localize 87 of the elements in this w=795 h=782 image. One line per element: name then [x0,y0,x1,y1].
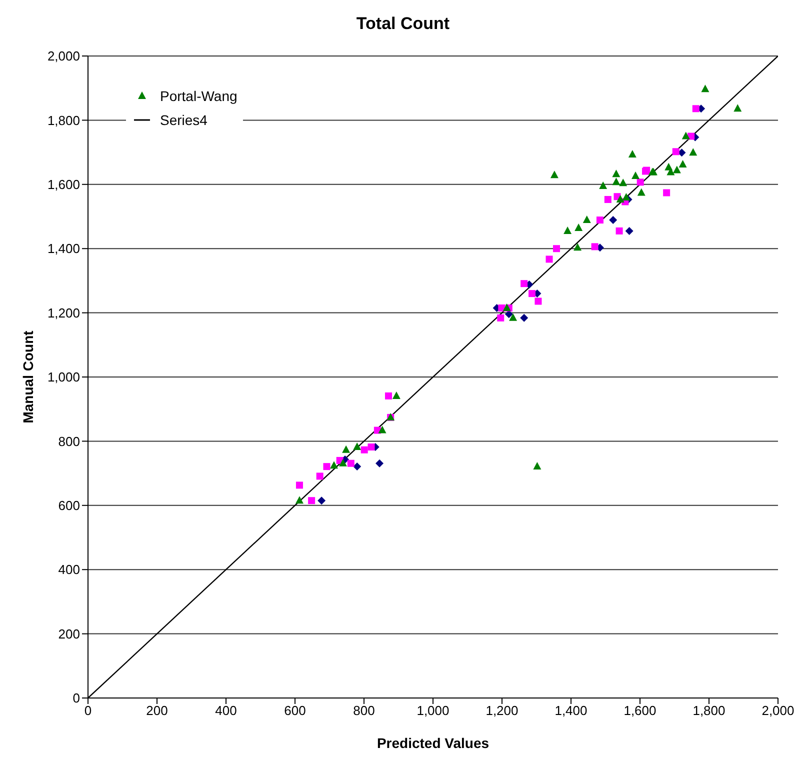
point [520,280,528,288]
point [353,442,362,450]
x-tick-label: 400 [215,703,237,718]
point [504,310,513,318]
point [609,216,618,224]
y-tick-label: 600 [58,498,80,514]
point [528,290,536,298]
point [701,84,710,92]
point [546,256,553,263]
x-tick-label: 800 [353,703,375,718]
point [636,178,644,186]
x-tick-label: 600 [284,703,306,718]
x-tick-label: 1,800 [692,703,726,718]
point [591,243,598,250]
point [582,216,591,224]
point [692,105,700,112]
point [553,245,560,252]
point [498,304,506,312]
x-tick-label: 0 [84,703,92,718]
point [296,482,303,489]
point [672,148,680,156]
point [497,314,504,322]
y-tick-label: 1,800 [47,112,80,128]
y-tick-label: 400 [58,562,80,578]
y-tick-label: 1,000 [47,370,80,385]
legend-label: Portal-Wang [160,88,238,104]
y-tick-label: 800 [58,434,80,449]
point [392,391,400,399]
point [599,182,608,190]
y-tick-label: 1,400 [47,241,80,256]
point [330,461,338,469]
point [308,497,316,504]
point [672,166,681,174]
point [318,496,326,505]
point [564,226,572,234]
point [689,148,698,156]
point [368,443,375,450]
y-tick-label: 200 [58,626,80,642]
point [376,459,384,468]
point [616,194,624,202]
y-axis-title: Manual Count [20,330,36,424]
point [378,426,386,434]
point [353,462,362,471]
point [604,196,612,203]
point [316,472,324,480]
x-tick-label: 2,000 [762,703,794,718]
point [628,150,636,158]
point [502,303,511,311]
point [338,458,347,466]
chart-title: Total Count [355,14,451,34]
point [682,132,690,140]
point [574,243,582,251]
point [637,188,646,196]
point [619,178,628,186]
point [342,445,350,453]
y-tick-label: 0 [72,690,80,706]
x-tick-label: 1,000 [416,703,450,718]
point [323,463,330,470]
y-tick-label: 2,000 [47,48,80,64]
x-tick-label: 1,200 [486,703,518,718]
point [612,170,620,178]
legend-label: Series4 [160,112,208,128]
point [616,227,623,234]
point [360,446,368,454]
point [678,160,687,168]
x-tick-label: 1,600 [624,703,656,718]
point [596,216,604,224]
y-tick-label: 1,600 [47,177,80,192]
point [734,104,742,112]
x-tick-label: 200 [146,703,168,718]
point [625,226,634,235]
point [574,224,583,232]
point [347,460,354,467]
point [632,172,640,180]
point [295,496,304,504]
point [622,193,630,201]
point [550,170,558,178]
point [612,178,620,186]
point [663,189,670,196]
point [534,298,542,305]
x-tick-label: 1,400 [554,703,588,718]
point [509,313,518,321]
point [520,314,528,322]
point [533,462,542,470]
x-axis-title: Predicted Values [376,735,490,751]
y-tick-label: 1,200 [47,305,80,320]
point [384,392,392,400]
